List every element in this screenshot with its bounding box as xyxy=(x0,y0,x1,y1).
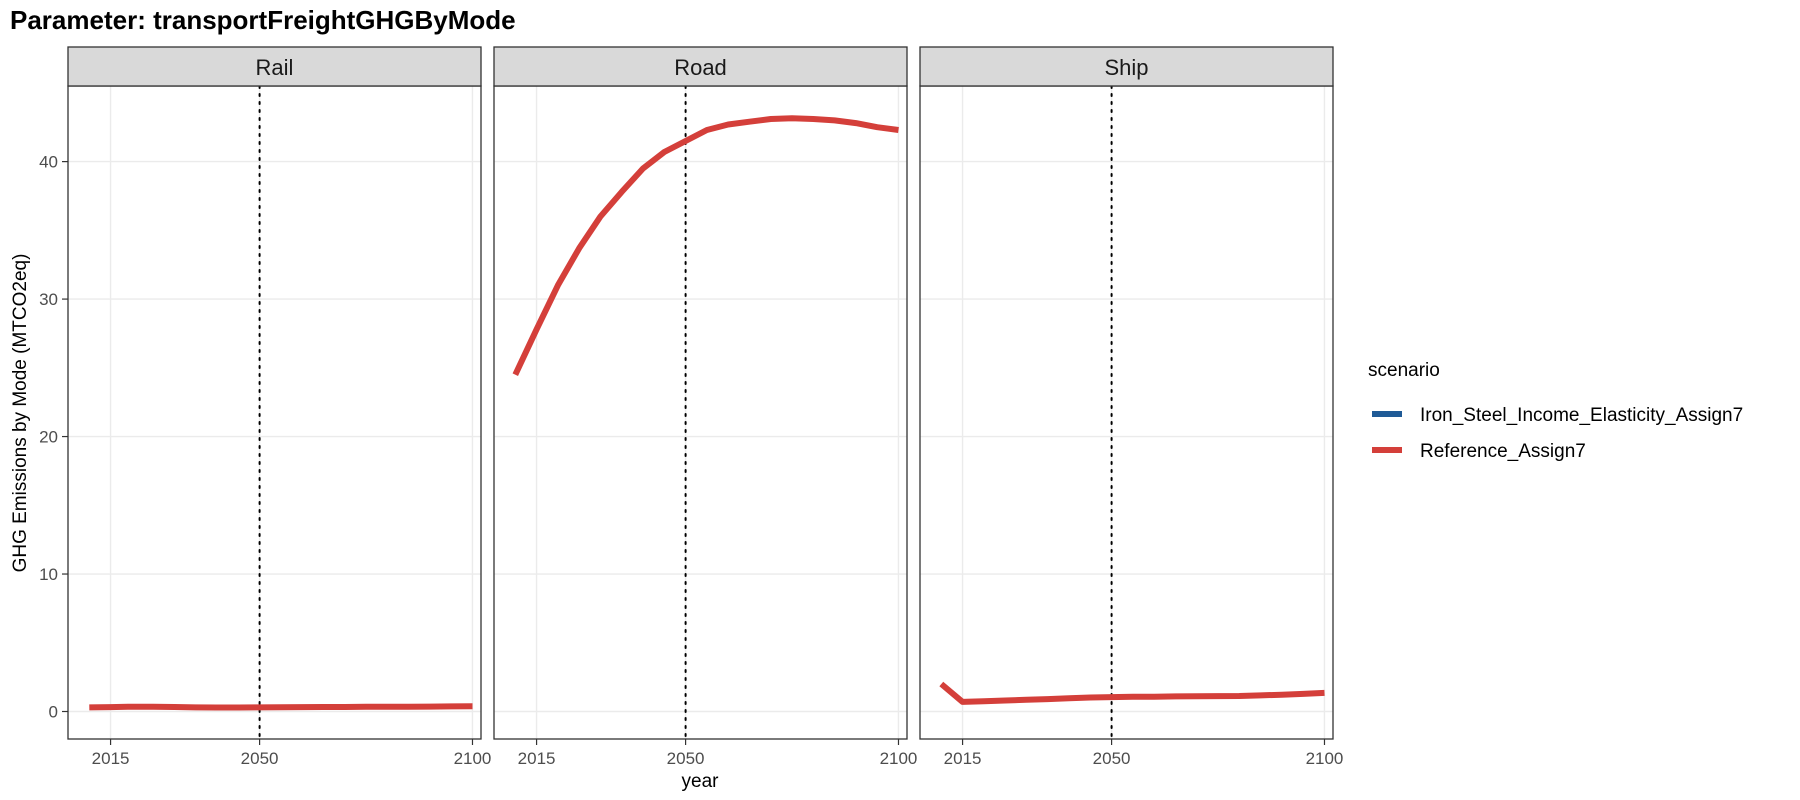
strip-label-rail: Rail xyxy=(256,55,294,80)
facet-rail: Rail 2015 2050 2100 xyxy=(67,46,492,768)
legend-title: scenario xyxy=(1368,360,1440,381)
legend: scenario Iron_Steel_Income_Elasticity_As… xyxy=(1368,360,1743,462)
facet-road: Road 2015 2050 2100 xyxy=(493,46,918,768)
strip-0 xyxy=(67,46,482,87)
y-tick-label-0: 0 xyxy=(49,703,58,722)
series-line-road-0 xyxy=(512,115,899,376)
x-tick-label-0-1: 2050 xyxy=(241,749,279,768)
y-tick-label-1: 10 xyxy=(39,565,58,584)
facets-layer: 0 10 20 30 40 Rail 2015 2050 2100 Road 2015 2050 210… xyxy=(39,46,1344,768)
x-tick-label-1-1: 2050 xyxy=(667,749,705,768)
panel-background-0 xyxy=(68,86,481,739)
series-line-rail-0 xyxy=(89,703,473,711)
x-tick-label-0-0: 2015 xyxy=(92,749,130,768)
y-tick-label-2: 20 xyxy=(39,428,58,447)
x-tick-label-1-2: 2100 xyxy=(880,749,918,768)
panel-background-1 xyxy=(494,86,907,739)
x-tick-label-2-1: 2050 xyxy=(1093,749,1131,768)
x-tick-label-0-2: 2100 xyxy=(454,749,492,768)
strip-1 xyxy=(493,46,908,87)
x-tick-label-2-0: 2015 xyxy=(944,749,982,768)
y-tick-label-3: 30 xyxy=(39,290,58,309)
y-axis-title: GHG Emissions by Mode (MTCO2eq) xyxy=(10,254,31,573)
panel-background-2 xyxy=(920,86,1333,739)
legend-entries: Iron_Steel_Income_Elasticity_Assign7 Refe… xyxy=(1372,405,1743,462)
chart-title: Parameter: transportFreightGHGByMode xyxy=(10,5,516,35)
x-tick-label-2-2: 2100 xyxy=(1306,749,1344,768)
strip-label-ship: Ship xyxy=(1104,55,1148,80)
strip-2 xyxy=(919,46,1334,87)
facet-ship: Ship 2015 2050 2100 xyxy=(919,46,1344,768)
series-line-ship-0 xyxy=(939,681,1325,705)
x-tick-label-1-0: 2015 xyxy=(518,749,556,768)
x-axis-title: year xyxy=(682,771,720,792)
y-tick-label-4: 40 xyxy=(39,153,58,172)
strip-label-road: Road xyxy=(674,55,727,80)
legend-label-1: Reference_Assign7 xyxy=(1420,441,1586,462)
legend-label-0: Iron_Steel_Income_Elasticity_Assign7 xyxy=(1420,405,1743,426)
